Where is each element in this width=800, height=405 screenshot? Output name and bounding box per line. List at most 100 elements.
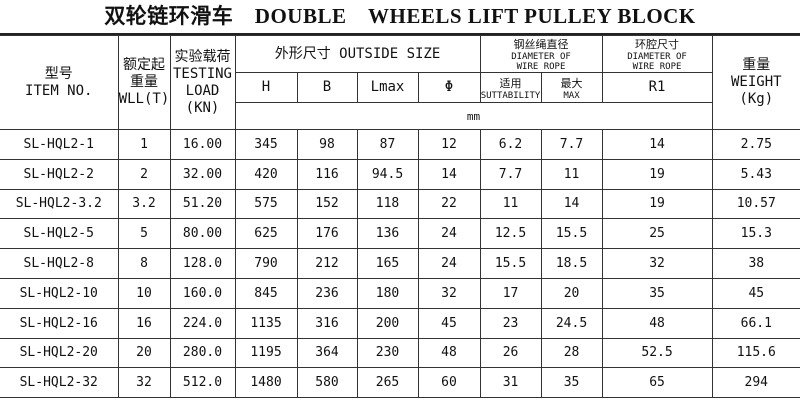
table-cell: 294 — [711, 367, 800, 399]
header-wll: 额定起重量 WLL(T) — [117, 35, 171, 130]
table-cell: 230 — [356, 337, 419, 369]
table-cell: 136 — [356, 218, 419, 250]
table-cell: 2 — [117, 158, 171, 190]
table-row: SL-HQL2-2 2 32.00 420 116 94.5 14 7.7 11 19 5.43 — [0, 158, 800, 190]
table-cell: 1135 — [234, 307, 298, 339]
table-cell: SL-HQL2-2 — [0, 158, 119, 190]
table-cell: 7.7 — [479, 158, 542, 190]
table-row: SL-HQL2-32 32 512.0 1480 580 265 60 31 35 65 294 — [0, 367, 800, 399]
header-suitability: 适用 SUTTABILITY — [479, 72, 542, 103]
table-cell: 420 — [234, 158, 298, 190]
table-cell: 580 — [296, 367, 358, 399]
table-cell: SL-HQL2-3.2 — [0, 188, 119, 220]
table-cell: 16 — [117, 307, 171, 339]
table-cell: 51.20 — [169, 188, 236, 220]
table-cell: 60 — [417, 367, 481, 399]
table-cell: 10.57 — [711, 188, 800, 220]
table-row: SL-HQL2-1 1 16.00 345 98 87 12 6.2 7.7 14 2.75 — [0, 129, 800, 160]
table-cell: SL-HQL2-1 — [0, 129, 119, 160]
table-cell: 19 — [601, 158, 713, 190]
table-cell: 116 — [296, 158, 358, 190]
table-cell: 45 — [711, 277, 800, 309]
table-cell: 32 — [417, 277, 481, 309]
table-cell: 14 — [417, 158, 481, 190]
table-row: SL-HQL2-10 10 160.0 845 236 180 32 17 20 35 45 — [0, 277, 800, 309]
table-cell: 10 — [117, 277, 171, 309]
table-cell: 17 — [479, 277, 542, 309]
table-cell: 316 — [296, 307, 358, 339]
table-cell: 24 — [417, 248, 481, 279]
header-phi: Φ — [417, 72, 481, 103]
table-cell: 11 — [479, 188, 542, 220]
table-cell: 224.0 — [169, 307, 236, 339]
table-cell: SL-HQL2-20 — [0, 337, 119, 369]
table-cell: 280.0 — [169, 337, 236, 369]
table-cell: 236 — [296, 277, 358, 309]
table-cell: 98 — [296, 129, 358, 160]
table-cell: 128.0 — [169, 248, 236, 279]
table-cell: 160.0 — [169, 277, 236, 309]
table-cell: 32 — [601, 248, 713, 279]
header-r1: R1 — [601, 72, 713, 103]
table-cell: 32 — [117, 367, 171, 399]
header-max: 最大 MAX — [540, 72, 603, 103]
table-cell: 14 — [540, 188, 603, 220]
table-cell: 845 — [234, 277, 298, 309]
table-row: SL-HQL2-5 5 80.00 625 176 136 24 12.5 15.5 25 15.3 — [0, 218, 800, 250]
table-cell: 24.5 — [540, 307, 603, 339]
table-cell: 118 — [356, 188, 419, 220]
table-cell: 14 — [601, 129, 713, 160]
table-cell: 6.2 — [479, 129, 542, 160]
table-cell: 180 — [356, 277, 419, 309]
table-cell: SL-HQL2-32 — [0, 367, 119, 399]
table-title: 双轮链环滑车 DOUBLE WHEELS LIFT PULLEY BLOCK — [0, 0, 800, 35]
table-cell: 38 — [711, 248, 800, 279]
table-cell: 790 — [234, 248, 298, 279]
table-cell: 48 — [601, 307, 713, 339]
table-cell: 18.5 — [540, 248, 603, 279]
table-cell: 22 — [417, 188, 481, 220]
table-cell: 20 — [117, 337, 171, 369]
header-outside-size: 外形尺寸 OUTSIDE SIZE — [234, 35, 481, 73]
table-cell: 52.5 — [601, 337, 713, 369]
table-cell: SL-HQL2-5 — [0, 218, 119, 250]
table-row: SL-HQL2-20 20 280.0 1195 364 230 48 26 28 52.5 115… — [0, 337, 800, 369]
header-ring-size: 环腔尺寸 DIAMETER OF WIRE ROPE — [601, 35, 713, 73]
header-unit-mm: mm — [235, 102, 713, 130]
table-cell: 3.2 — [117, 188, 171, 220]
table-cell: 345 — [234, 129, 298, 160]
header-lmax: Lmax — [356, 72, 419, 103]
table-cell: 94.5 — [356, 158, 419, 190]
table-cell: 8 — [117, 248, 171, 279]
table-cell: 45 — [417, 307, 481, 339]
table-row: SL-HQL2-3.2 3.2 51.20 575 152 118 22 11 14 19 10.5… — [0, 188, 800, 220]
table-cell: SL-HQL2-8 — [0, 248, 119, 279]
table-cell: 512.0 — [169, 367, 236, 399]
table-row: SL-HQL2-16 16 224.0 1135 316 200 45 23 24.5 48 66.… — [0, 307, 800, 339]
table-cell: 364 — [296, 337, 358, 369]
table-cell: 11 — [540, 158, 603, 190]
table-cell: 1195 — [234, 337, 298, 369]
table-cell: 25 — [601, 218, 713, 250]
table-cell: 32.00 — [169, 158, 236, 190]
table-cell: 1 — [117, 129, 171, 160]
header-b: B — [296, 72, 358, 103]
table-cell: 1480 — [234, 367, 298, 399]
table-cell: 35 — [540, 367, 603, 399]
table-cell: 80.00 — [169, 218, 236, 250]
table-cell: 625 — [234, 218, 298, 250]
table-cell: 19 — [601, 188, 713, 220]
header-rope-diameter: 钢丝绳直径 DIAMETER OF WIRE ROPE — [479, 35, 603, 73]
table-cell: 265 — [356, 367, 419, 399]
table-cell: SL-HQL2-16 — [0, 307, 119, 339]
table-cell: 575 — [234, 188, 298, 220]
table-cell: 7.7 — [540, 129, 603, 160]
table-cell: 12.5 — [479, 218, 542, 250]
table-row: SL-HQL2-8 8 128.0 790 212 165 24 15.5 18.5 32 38 — [0, 248, 800, 279]
table-cell: 65 — [601, 367, 713, 399]
table-cell: 5 — [117, 218, 171, 250]
header-weight: 重量 WEIGHT (Kg) — [711, 35, 800, 130]
table-cell: 28 — [540, 337, 603, 369]
table-cell: 48 — [417, 337, 481, 369]
